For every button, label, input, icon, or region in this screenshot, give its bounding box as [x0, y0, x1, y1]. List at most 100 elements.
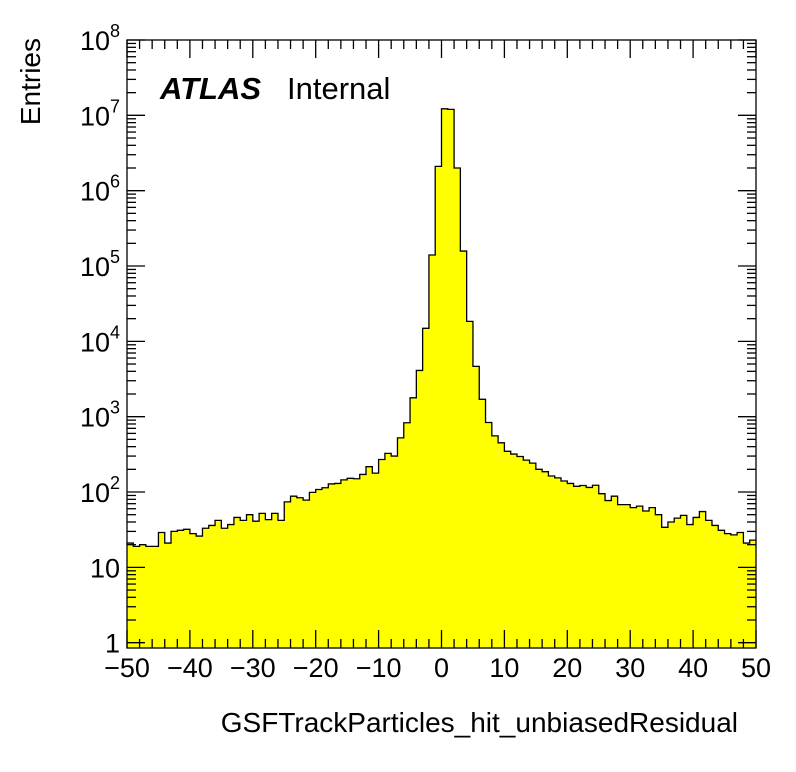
histogram-bin: [504, 451, 512, 648]
histogram-bin: [410, 397, 417, 648]
y-tick-label: 104: [80, 322, 120, 357]
y-tick-label: 103: [80, 398, 120, 433]
histogram-bin: [391, 456, 398, 648]
x-axis-tick-labels: −50 −40 −30 −20 −10 0 10 20 30 40 50: [104, 653, 771, 683]
histogram-bin: [655, 514, 663, 648]
histogram-bin: [529, 463, 537, 648]
histogram-bin: [472, 366, 480, 648]
histogram-bin: [177, 530, 185, 648]
histogram-bin: [328, 483, 335, 648]
histogram-bin: [435, 166, 442, 648]
atlas-label: ATLAS: [159, 71, 261, 106]
histogram-bin: [667, 521, 675, 648]
histogram-bin: [215, 520, 222, 648]
histogram-bin: [705, 520, 713, 648]
histogram-bin: [724, 533, 732, 648]
x-tick-label: 50: [741, 653, 771, 683]
histogram-bin: [171, 531, 178, 648]
histogram-bin: [554, 477, 562, 648]
histogram-bin: [189, 533, 197, 648]
histogram-bin: [567, 483, 574, 648]
histogram-bin: [749, 540, 757, 648]
histogram-bin: [466, 321, 474, 648]
x-tick-label: 20: [552, 653, 582, 683]
y-tick-label: 1: [105, 629, 120, 659]
x-tick-label: 0: [434, 653, 449, 683]
histogram-bin: [686, 524, 694, 648]
histogram-bin: [366, 466, 373, 648]
histogram-bin: [259, 513, 266, 648]
histogram-bin: [743, 543, 751, 648]
histogram-bars: [127, 108, 757, 649]
histogram-bin: [309, 492, 317, 648]
histogram-bin: [277, 520, 285, 648]
histogram-bin: [485, 422, 493, 648]
histogram-bin: [233, 517, 241, 648]
histogram-bin: [535, 469, 543, 648]
histogram-bin: [252, 521, 260, 648]
x-axis-ticks: [126, 40, 757, 648]
histogram-bin: [661, 527, 669, 648]
histogram-bin: [378, 459, 386, 648]
y-tick-label: 105: [80, 247, 120, 282]
histogram-bin: [271, 513, 279, 648]
histogram-bin: [196, 536, 203, 648]
histogram-bin: [127, 543, 134, 648]
histogram-bin: [321, 487, 329, 648]
histogram-bin: [510, 454, 518, 648]
histogram-bin: [416, 370, 424, 648]
histogram-bin: [202, 528, 210, 648]
histogram-bin: [340, 479, 348, 648]
histogram-bin: [623, 504, 631, 648]
histogram-bin: [642, 510, 650, 648]
histogram-bin: [630, 507, 637, 648]
histogram-bin: [454, 167, 461, 648]
histogram-bin: [152, 546, 159, 648]
y-tick-label: 10: [90, 553, 120, 583]
y-tick-label: 107: [80, 96, 120, 131]
x-tick-label: 30: [615, 653, 645, 683]
x-tick-label: 40: [678, 653, 708, 683]
histogram-bin: [133, 546, 140, 648]
histogram-bin: [384, 453, 392, 648]
histogram-bin: [403, 422, 411, 648]
histogram-bin: [158, 532, 166, 648]
histogram-bin: [674, 518, 681, 648]
histogram-bin: [592, 485, 600, 648]
histogram-bin: [730, 534, 738, 648]
histogram-bin: [542, 471, 549, 648]
histogram-bin: [303, 500, 310, 648]
histogram-bin: [598, 493, 606, 648]
histogram-bin: [523, 460, 530, 648]
histogram-bin: [372, 473, 379, 648]
histogram-bin: [139, 544, 147, 648]
x-tick-label: −20: [293, 653, 339, 683]
histogram-bin: [334, 483, 342, 648]
y-tick-label: 108: [80, 21, 120, 56]
x-axis-title: GSFTrackParticles_hit_unbiasedResidual: [221, 707, 738, 738]
histogram-outline: [127, 108, 756, 547]
histogram-bin: [422, 328, 430, 648]
histogram-bin: [737, 532, 744, 648]
histogram-bin: [516, 456, 524, 648]
histogram-bin: [397, 437, 405, 648]
histogram-bin: [246, 514, 254, 648]
histogram-bin: [359, 474, 367, 648]
histogram-bin: [221, 528, 229, 648]
x-tick-label: −40: [167, 653, 213, 683]
histogram-bin: [548, 476, 556, 648]
histogram-bin: [586, 487, 593, 648]
y-axis-ticks: [127, 39, 756, 644]
histogram-bin: [227, 524, 235, 648]
histogram-bin: [447, 109, 455, 649]
histogram-bin: [208, 525, 216, 648]
histogram-bin: [284, 501, 291, 648]
histogram-bin: [611, 496, 619, 648]
histogram-bin: [296, 497, 304, 648]
y-axis-title: Entries: [15, 38, 46, 125]
histogram-bin: [573, 486, 581, 648]
histogram-bin: [290, 496, 298, 648]
histogram-bin: [145, 546, 153, 648]
histogram-bin: [183, 529, 191, 648]
